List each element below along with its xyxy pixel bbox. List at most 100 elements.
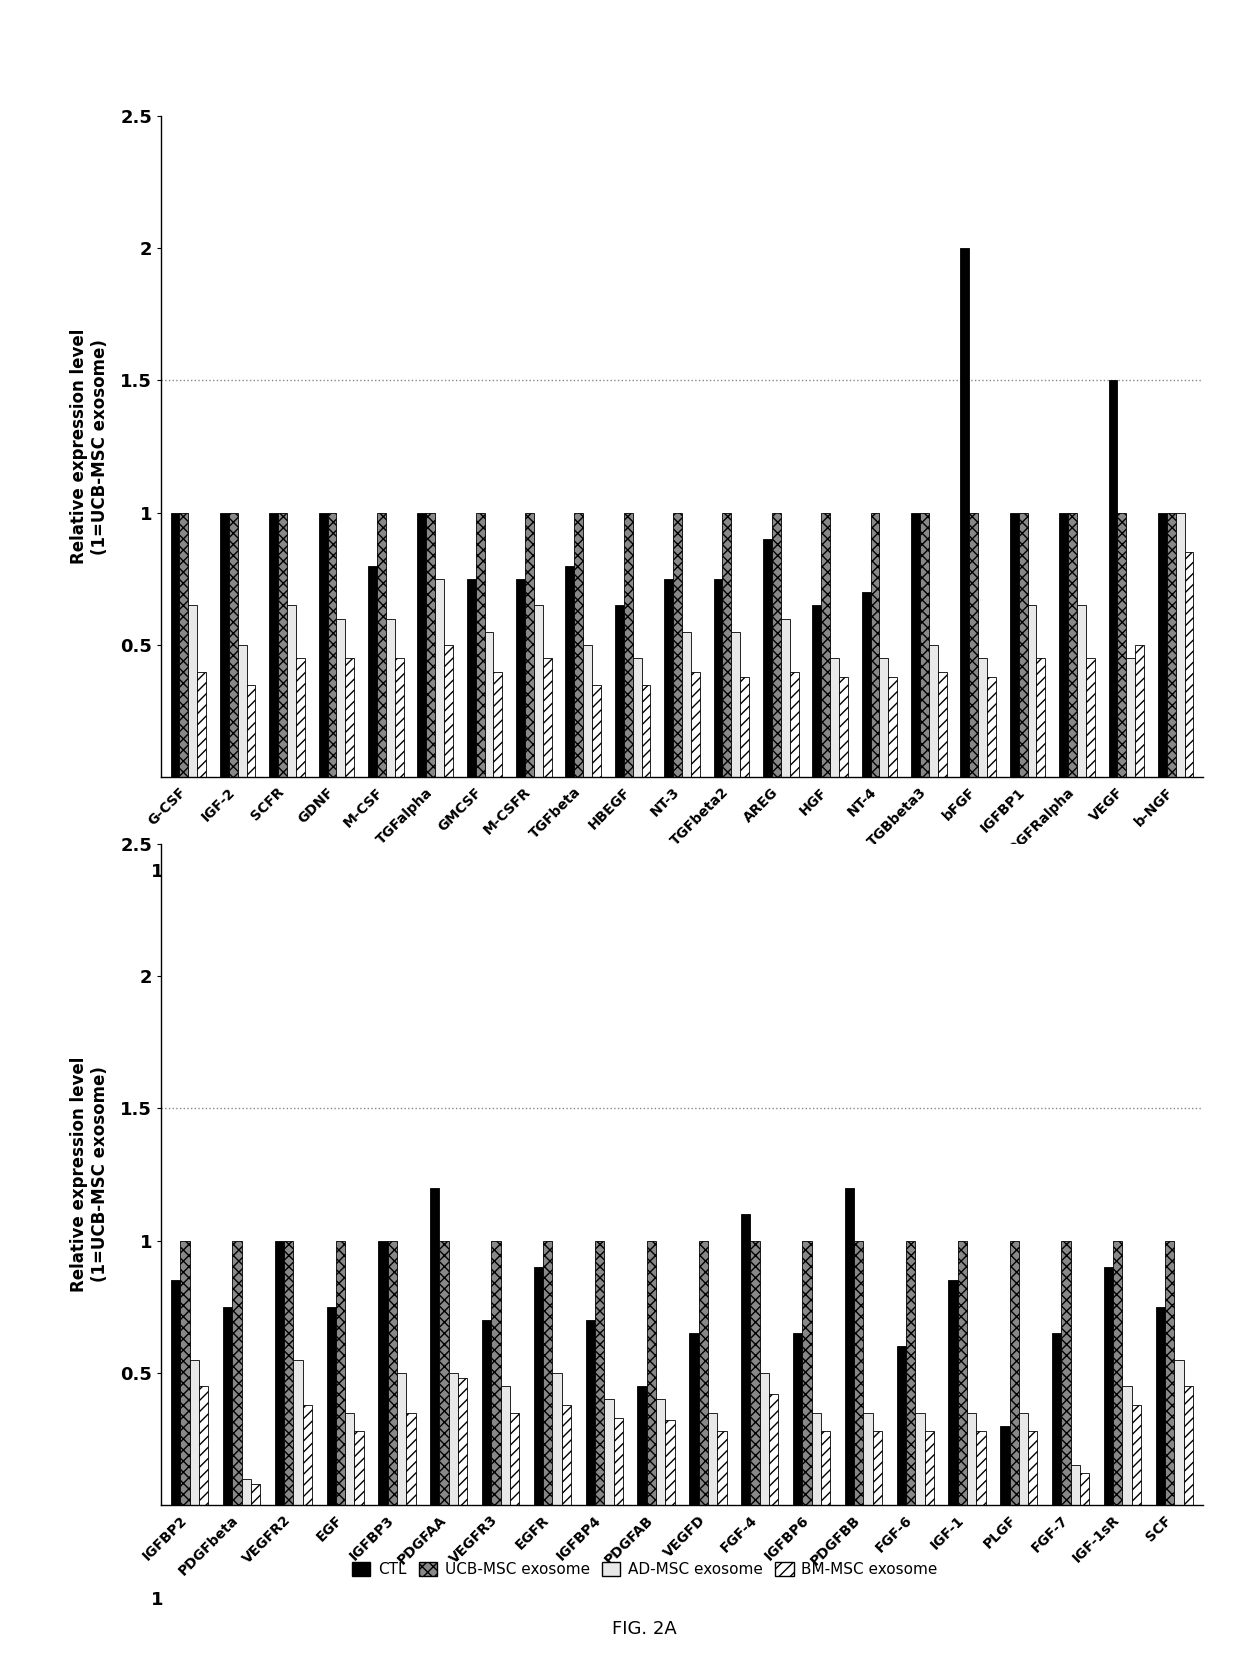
Bar [1028, 1431, 1038, 1505]
Bar [491, 1240, 501, 1505]
Bar [1117, 513, 1126, 777]
Bar [915, 1413, 925, 1505]
Text: FIG. 2A: FIG. 2A [613, 1621, 677, 1637]
Bar [656, 1399, 666, 1505]
Bar [533, 1267, 543, 1505]
Bar [303, 1404, 312, 1505]
Bar [844, 1188, 854, 1505]
Y-axis label: Relative expression level
(1=UCB-MSC exosome): Relative expression level (1=UCB-MSC exo… [71, 1057, 109, 1292]
Bar [624, 513, 632, 777]
Bar [229, 513, 238, 777]
Bar [562, 1404, 572, 1505]
Bar [386, 619, 394, 777]
Bar [760, 1373, 769, 1505]
Bar [565, 566, 574, 777]
Bar [427, 513, 435, 777]
Bar [713, 579, 723, 777]
Bar [949, 1280, 957, 1505]
Bar [937, 672, 946, 777]
Bar [698, 1240, 708, 1505]
Bar [355, 1431, 363, 1505]
Bar [1028, 605, 1037, 777]
Bar [219, 513, 229, 777]
Bar [967, 1413, 976, 1505]
Bar [296, 658, 305, 777]
Bar [961, 248, 970, 777]
Bar [1009, 513, 1019, 777]
Legend: CTL, UCB-MSC exosome, AD-MSC exosome, BM-MSC exosome: CTL, UCB-MSC exosome, AD-MSC exosome, BM… [346, 1556, 944, 1583]
Bar [288, 605, 296, 777]
Bar [232, 1240, 242, 1505]
Bar [501, 1386, 510, 1505]
Bar [897, 1346, 906, 1505]
Bar [957, 1240, 967, 1505]
Bar [732, 632, 740, 777]
Bar [1122, 1386, 1132, 1505]
Text: 1: 1 [151, 863, 164, 882]
Bar [238, 645, 247, 777]
Bar [691, 672, 699, 777]
Bar [1052, 1333, 1061, 1505]
Bar [614, 1417, 622, 1505]
Bar [1076, 605, 1086, 777]
Bar [319, 513, 327, 777]
Bar [435, 579, 444, 777]
Bar [723, 513, 732, 777]
Bar [247, 685, 255, 777]
Bar [1068, 513, 1076, 777]
Bar [976, 1431, 986, 1505]
Bar [494, 672, 502, 777]
Bar [595, 1240, 604, 1505]
Bar [708, 1413, 717, 1505]
Bar [1080, 1474, 1089, 1505]
Bar [336, 1240, 345, 1505]
Bar [821, 513, 830, 777]
Bar [180, 513, 188, 777]
Bar [418, 513, 427, 777]
Bar [516, 579, 525, 777]
Bar [1001, 1426, 1009, 1505]
Bar [242, 1479, 250, 1505]
Bar [543, 658, 552, 777]
Bar [190, 1360, 200, 1505]
Bar [1019, 513, 1028, 777]
Bar [870, 513, 879, 777]
Bar [444, 645, 453, 777]
Bar [1158, 513, 1167, 777]
Bar [275, 1240, 284, 1505]
Bar [171, 1280, 180, 1505]
Bar [284, 1240, 294, 1505]
Bar [920, 513, 929, 777]
Bar [1037, 658, 1045, 777]
Bar [615, 605, 624, 777]
Bar [449, 1373, 458, 1505]
Bar [978, 658, 987, 777]
Bar [200, 1386, 208, 1505]
Bar [873, 1431, 882, 1505]
Bar [583, 645, 593, 777]
Bar [407, 1413, 415, 1505]
Bar [665, 579, 673, 777]
Bar [790, 672, 799, 777]
Bar [763, 539, 771, 777]
Bar [1184, 552, 1193, 777]
Bar [862, 592, 870, 777]
Bar [439, 1240, 449, 1505]
Bar [574, 513, 583, 777]
Bar [1109, 380, 1117, 777]
Bar [1104, 1267, 1114, 1505]
Bar [1164, 1240, 1174, 1505]
Bar [394, 658, 403, 777]
Bar [223, 1307, 232, 1505]
Bar [879, 658, 888, 777]
Bar [1070, 1465, 1080, 1505]
Y-axis label: Relative expression level
(1=UCB-MSC exosome): Relative expression level (1=UCB-MSC exo… [71, 329, 109, 564]
Bar [345, 1413, 355, 1505]
Bar [682, 632, 691, 777]
Bar [1176, 513, 1184, 777]
Bar [327, 513, 336, 777]
Bar [987, 676, 996, 777]
Bar [854, 1240, 863, 1505]
Bar [769, 1394, 779, 1505]
Bar [294, 1360, 303, 1505]
